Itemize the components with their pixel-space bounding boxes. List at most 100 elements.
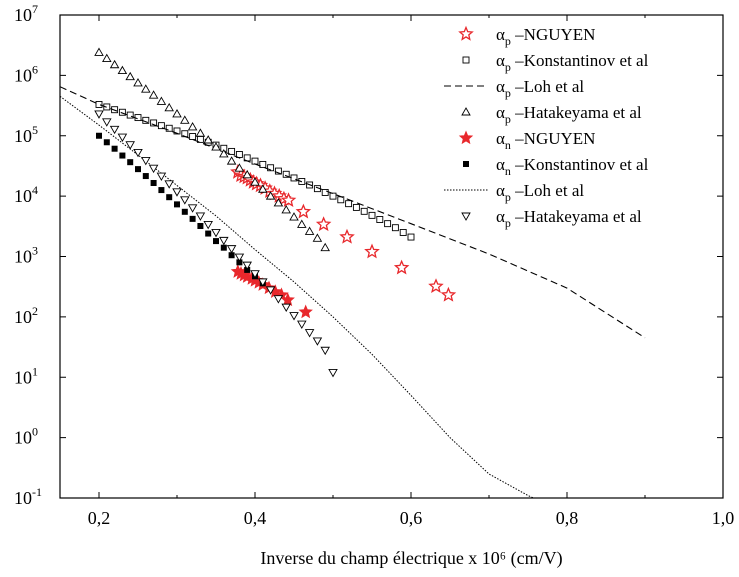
data-point [267,164,275,172]
y-tick-label: 106 [14,62,38,85]
legend-label: αp –Konstantinov et al [496,51,649,74]
y-tick-label: 100 [14,425,38,448]
data-point [295,203,312,219]
data-point [282,170,290,178]
legend-label: αp –Hatakeyama et al [496,207,642,230]
series-7 [94,110,338,378]
data-point [187,122,198,131]
legend-label: αp –Loh et al [496,77,584,100]
y-tick-label: 102 [14,304,38,327]
data-point [96,132,102,139]
data-point [376,216,384,223]
data-point [360,207,368,215]
legend-label: αp –Hatakeyama et al [496,103,642,126]
legend: αp –NGUYEN αp –Konstantinov et al αp –Loh … [444,25,649,230]
data-point [407,233,415,241]
data-point [165,124,173,132]
legend-swatch [461,212,471,221]
data-point [265,191,276,200]
data-point [213,238,219,245]
data-point [102,53,112,62]
y-tick-label: 10-1 [14,485,42,508]
legend-label: αn –Konstantinov et al [496,155,649,178]
data-point [219,149,229,158]
legend-label: αp –NGUYEN [496,25,595,48]
data-point [236,259,243,266]
data-point [265,286,276,295]
data-point [94,47,104,56]
data-point [384,220,392,228]
legend-swatch [462,56,470,64]
data-point [150,179,157,186]
data-point [133,148,143,158]
data-point [180,115,190,124]
data-point [166,194,173,201]
data-point [273,198,284,207]
data-point [320,242,330,252]
data-point [234,253,245,262]
data-point [172,109,182,118]
series-4 [230,264,313,319]
data-point [273,295,284,304]
data-point [148,90,159,99]
data-point [352,203,360,211]
data-point [250,177,260,186]
data-point [258,278,268,287]
data-point [181,208,188,215]
data-point [180,196,190,205]
series-3 [94,47,330,252]
data-point [141,156,151,166]
data-point [280,192,297,207]
data-point [428,278,444,293]
data-point [172,188,182,197]
data-point [125,141,135,150]
data-point [102,118,112,127]
data-point [103,139,110,146]
data-point [368,211,376,219]
data-point [220,244,227,251]
x-tick-label: 1,0 [712,508,735,528]
data-point [226,245,237,254]
data-point [289,312,299,321]
data-point [103,103,111,111]
y-tick-label: 101 [14,364,38,387]
data-point [312,233,323,242]
data-point [298,304,313,319]
data-point [117,133,128,143]
x-tick-label: 0,2 [88,508,111,528]
y-tick-label: 104 [14,183,38,206]
data-point [117,65,128,75]
data-point [339,228,355,244]
data-point [364,243,380,259]
data-point [391,224,399,232]
data-point [219,236,229,246]
data-point [164,102,174,112]
data-point [203,135,213,144]
data-point [297,219,307,228]
data-point [133,78,143,87]
data-point [164,180,174,189]
data-point [315,216,332,232]
data-point [156,172,167,181]
data-point [280,292,295,307]
series-6 [60,95,534,498]
data-point [135,166,141,173]
data-point [250,270,260,279]
legend-label: αp –Loh et al [496,181,584,204]
data-point [399,229,407,236]
data-point [195,212,206,221]
legend-swatch [463,161,469,167]
plot-frame [59,14,724,499]
data-point [304,329,315,338]
x-tick-label: 0,8 [556,508,579,528]
legend-swatch [458,25,474,41]
data-point [281,303,291,313]
data-point [345,200,353,208]
legend-swatch [458,130,474,145]
data-point [195,128,206,137]
data-point [281,205,291,214]
data-point [228,252,235,259]
data-point [189,133,197,140]
data-point [321,189,329,196]
